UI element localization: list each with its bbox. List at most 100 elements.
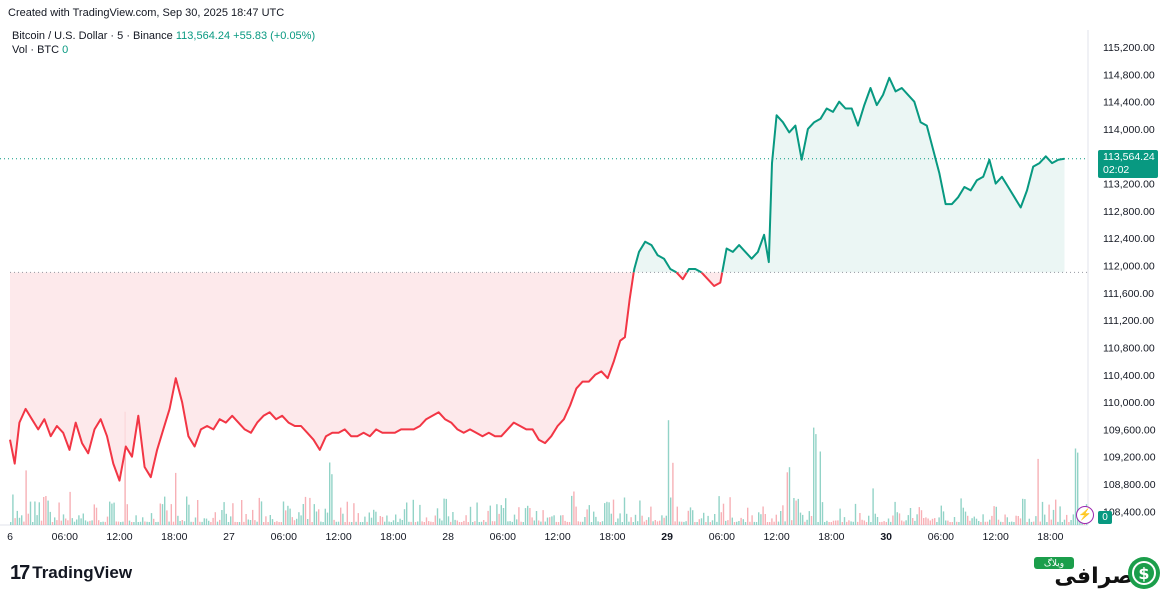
- volume-bar: [652, 521, 654, 525]
- candle-countdown: 02:02: [1103, 164, 1130, 176]
- volume-bar: [694, 522, 696, 525]
- volume-bar: [863, 520, 865, 525]
- volume-bar: [1074, 448, 1077, 525]
- volume-bar: [43, 497, 45, 525]
- volume-bar: [711, 520, 714, 525]
- volume-bar: [51, 522, 54, 525]
- lightning-icon[interactable]: ⚡: [1076, 506, 1094, 524]
- volume-bar: [73, 521, 76, 525]
- volume-bar: [870, 522, 872, 525]
- volume-bar: [872, 488, 874, 525]
- volume-bar: [159, 503, 161, 525]
- volume-bar: [135, 515, 137, 525]
- volume-bar: [313, 504, 315, 525]
- volume-bar: [538, 520, 540, 525]
- y-tick-label: 112,000.00: [1103, 261, 1155, 273]
- volume-bar: [1066, 514, 1068, 525]
- volume-bar: [98, 520, 100, 525]
- volume-bar: [126, 504, 128, 525]
- volume-bar: [1057, 521, 1059, 525]
- volume-bar: [700, 518, 703, 525]
- volume-bar: [67, 520, 69, 525]
- volume-bar: [190, 521, 192, 525]
- volume-bar: [265, 516, 267, 525]
- volume-bar: [392, 520, 395, 525]
- y-tick-label: 114,800.00: [1103, 69, 1155, 81]
- volume-bar: [353, 503, 355, 525]
- volume-bar: [540, 521, 542, 525]
- tradingview-logo[interactable]: 17 TradingView: [10, 562, 132, 584]
- volume-bar: [830, 522, 832, 525]
- volume-bar: [773, 521, 775, 525]
- volume-bar: [122, 521, 124, 525]
- x-tick-label: 27: [223, 531, 235, 543]
- volume-bar: [161, 504, 164, 525]
- volume-bar: [984, 521, 986, 525]
- volume-bar: [685, 521, 687, 525]
- volume-bar: [494, 521, 496, 525]
- last-price-tag: 113,564.24 02:02: [1098, 150, 1158, 178]
- volume-bar: [832, 520, 835, 525]
- volume-bar: [749, 521, 751, 525]
- symbol-legend[interactable]: Bitcoin / U.S. Dollar · 5 · Binance 113,…: [12, 30, 315, 42]
- volume-bar: [1055, 499, 1057, 525]
- volume-bar: [95, 507, 98, 525]
- volume-bar: [511, 521, 513, 525]
- volume-bar: [527, 505, 529, 525]
- volume-bar: [243, 521, 245, 525]
- volume-bar: [498, 513, 500, 525]
- volume-bar: [509, 521, 511, 525]
- volume-bar: [260, 501, 263, 525]
- volume-bar: [951, 522, 953, 525]
- volume-bar: [10, 522, 12, 525]
- volume-bar: [707, 515, 709, 525]
- volume-bar: [364, 516, 366, 525]
- y-tick-label: 109,200.00: [1103, 452, 1156, 464]
- volume-bar: [320, 521, 322, 525]
- y-tick-label: 114,000.00: [1103, 124, 1155, 136]
- volume-bar: [298, 512, 300, 525]
- volume-bar: [164, 496, 166, 525]
- volume-bar: [1041, 501, 1044, 525]
- volume-bar: [377, 522, 379, 525]
- volume-bar: [896, 512, 898, 525]
- volume-bar: [564, 520, 566, 525]
- volume-bar: [837, 520, 839, 525]
- volume-bar: [599, 522, 601, 525]
- volume-bar: [799, 512, 802, 525]
- volume-bar: [179, 521, 181, 525]
- volume-bar: [111, 503, 113, 525]
- volume-legend[interactable]: Vol · BTC 0: [12, 44, 68, 56]
- volume-bar: [659, 520, 661, 525]
- volume-bar: [18, 517, 21, 525]
- volume-bar: [399, 518, 401, 525]
- volume-bar: [491, 521, 494, 525]
- volume-bar: [1061, 522, 1063, 525]
- volume-bar: [274, 522, 276, 525]
- volume-bar: [676, 506, 678, 525]
- volume-bar: [997, 519, 1000, 525]
- volume-bar: [56, 520, 58, 525]
- volume-bar: [249, 520, 252, 525]
- volume-bar: [821, 502, 824, 525]
- volume-bar: [500, 505, 502, 525]
- volume-bar: [236, 522, 238, 525]
- volume-bar: [947, 520, 949, 525]
- volume-bar: [720, 512, 722, 525]
- volume-bar: [216, 521, 219, 525]
- volume-bar: [612, 499, 615, 525]
- volume-bar: [648, 517, 650, 525]
- y-tick-label: 110,000.00: [1103, 397, 1155, 409]
- volume-bar: [467, 522, 469, 525]
- x-tick-label: 12:00: [983, 531, 1009, 543]
- volume-bar: [263, 522, 265, 525]
- volume-bar: [934, 518, 936, 525]
- watermark-logo: ویلاگ صرافی $: [1034, 557, 1160, 589]
- volume-bar: [641, 515, 643, 525]
- volume-bar: [177, 515, 179, 525]
- volume-bar: [661, 515, 663, 525]
- volume-bar: [733, 522, 736, 525]
- volume-bar: [487, 510, 489, 525]
- volume-bar: [513, 514, 516, 525]
